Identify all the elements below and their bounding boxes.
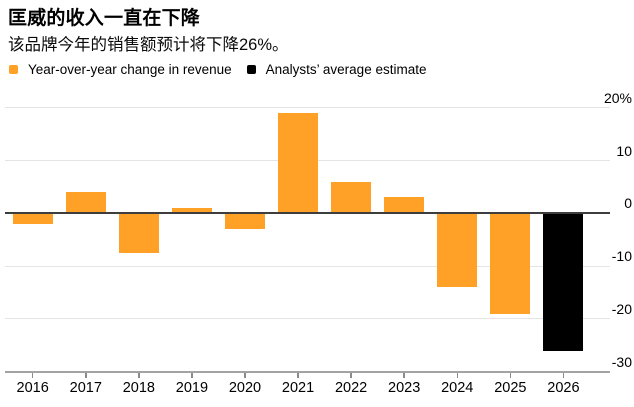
x-axis-label: 2023 <box>388 380 421 396</box>
page-subtitle: 该品牌今年的销售额预计将下降26%。 <box>8 36 289 54</box>
bar-2023 <box>384 197 425 214</box>
x-axis-label: 2017 <box>69 380 102 396</box>
x-axis-label: 2018 <box>122 380 155 396</box>
y-axis-label: 20% <box>603 89 632 106</box>
x-axis-label: 2019 <box>175 380 209 396</box>
x-axis-tick <box>138 372 140 378</box>
bar-2019 <box>171 208 212 214</box>
bar-2025 <box>490 213 531 314</box>
bar-2020 <box>224 213 265 230</box>
legend-item-revenue: Year-over-year change in revenue <box>9 62 232 77</box>
x-axis-tick <box>403 372 405 378</box>
x-axis-line <box>5 371 610 373</box>
y-axis-label: -10 <box>611 248 632 265</box>
x-axis-tick <box>31 372 34 378</box>
x-axis-label: 2024 <box>441 380 474 396</box>
x-axis-tick <box>85 372 87 378</box>
bar-2018 <box>118 213 159 253</box>
x-axis-label: 2022 <box>334 380 368 396</box>
x-axis-label: 2026 <box>547 380 580 396</box>
x-axis-label: 2021 <box>281 380 315 396</box>
x-axis-label: 2016 <box>16 380 49 396</box>
bar-2017 <box>65 192 106 214</box>
bar-2022 <box>331 181 372 214</box>
x-axis-tick <box>562 372 565 378</box>
x-axis-label: 2025 <box>494 380 527 396</box>
bar-2016 <box>12 213 53 224</box>
y-axis-label: 10 <box>616 142 632 159</box>
chart-legend: Year-over-year change in revenue Analyst… <box>9 61 426 77</box>
y-gridline <box>5 318 610 320</box>
legend-label-estimate: Analysts’ average estimate <box>265 61 427 77</box>
bar-2024 <box>437 213 478 288</box>
x-axis-tick <box>456 372 458 378</box>
y-gridline <box>5 107 610 109</box>
y-axis-label: -20 <box>611 300 632 317</box>
legend-item-estimate: Analysts’ average estimate <box>246 61 427 77</box>
estimate-series-swatch-icon <box>246 64 256 74</box>
x-axis-tick <box>350 372 352 378</box>
revenue-series-swatch-icon <box>9 64 18 74</box>
legend-label-revenue: Year-over-year change in revenue <box>28 61 232 77</box>
x-axis-label: 2020 <box>228 380 262 396</box>
x-axis-tick <box>509 372 512 378</box>
page-title: 匡威的收入一直在下降 <box>8 8 201 29</box>
x-axis-tick <box>297 372 299 378</box>
zero-axis-line <box>5 212 610 215</box>
bar-2021 <box>278 112 319 214</box>
x-axis-tick <box>244 372 246 378</box>
y-axis-label: 0 <box>624 195 632 212</box>
y-gridline <box>5 265 610 267</box>
x-axis-tick <box>191 372 193 378</box>
y-axis-label: -30 <box>611 353 632 370</box>
bar-2026 <box>543 213 584 351</box>
